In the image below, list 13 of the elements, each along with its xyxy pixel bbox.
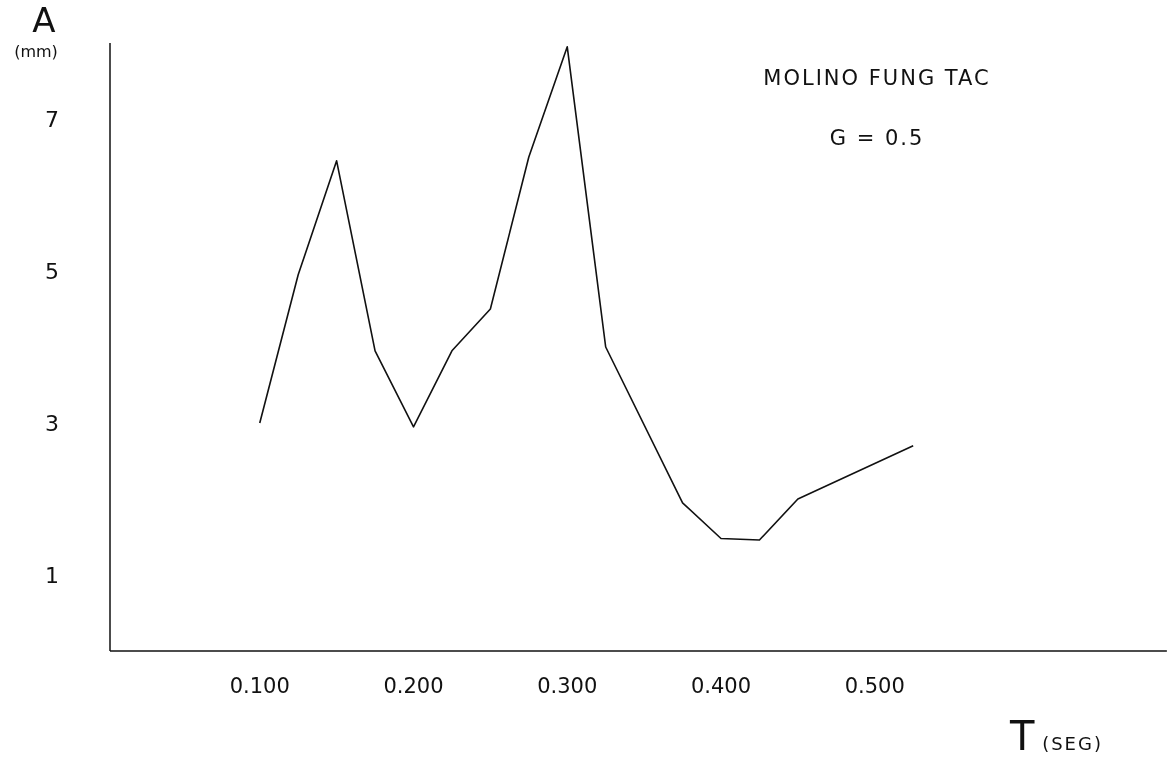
y-tick-label: 7 xyxy=(45,107,59,132)
x-axis-title: T (SEG) xyxy=(1009,713,1103,759)
y-tick-label: 3 xyxy=(45,411,59,436)
y-axis-title: A (mm) xyxy=(14,0,58,61)
x-tick-label: 0.100 xyxy=(229,674,290,698)
x-tick-label: 0.500 xyxy=(844,674,905,698)
annotation: MOLINO FUNG TAC xyxy=(763,66,991,90)
x-tick-label: 0.200 xyxy=(383,674,444,698)
y-tick-label: 5 xyxy=(45,259,59,284)
x-tick-label: 0.300 xyxy=(537,674,598,698)
x-tick-label: 0.400 xyxy=(690,674,752,698)
annotation: G = 0.5 xyxy=(829,126,925,150)
y-tick-label: 1 xyxy=(45,563,59,588)
